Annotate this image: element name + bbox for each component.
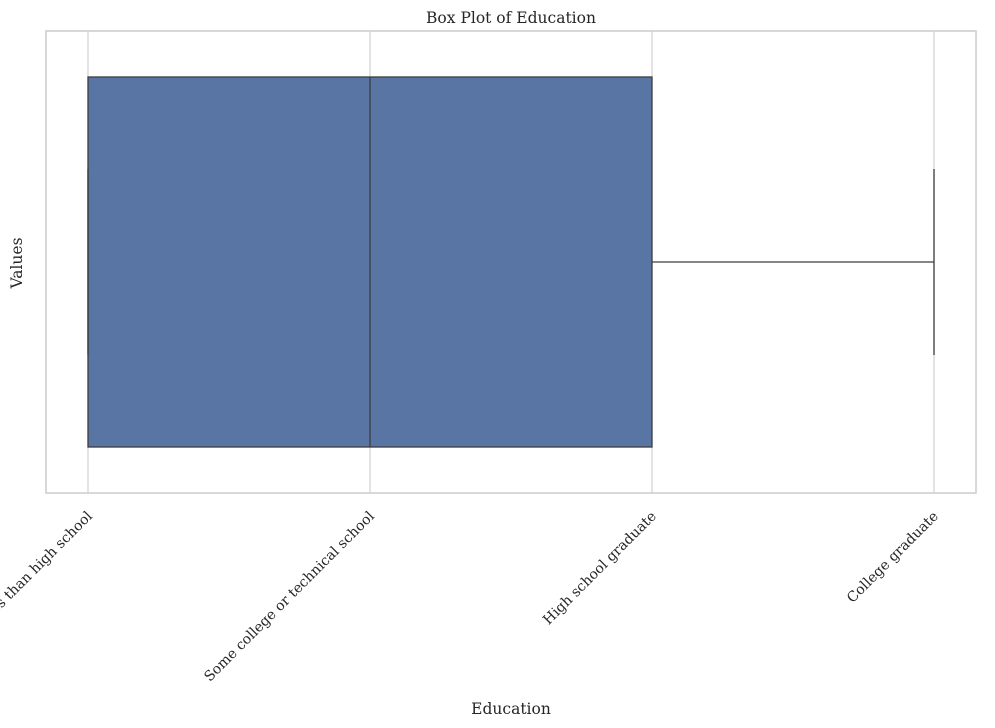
x-tick-label-0: Less than high school <box>0 508 96 629</box>
x-axis-label: Education <box>471 700 551 718</box>
x-tick-label-3: College graduate <box>844 509 942 607</box>
x-tick-label-2: High school graduate <box>540 509 660 629</box>
x-tick-label-1: Some college or technical school <box>201 508 378 685</box>
plot-area-frame <box>45 30 977 494</box>
x-tick-labels: Less than high school Some college or tec… <box>0 508 942 685</box>
box-element <box>87 76 935 448</box>
chart-title: Box Plot of Education <box>426 9 596 27</box>
y-axis-label: Values <box>8 237 26 289</box>
